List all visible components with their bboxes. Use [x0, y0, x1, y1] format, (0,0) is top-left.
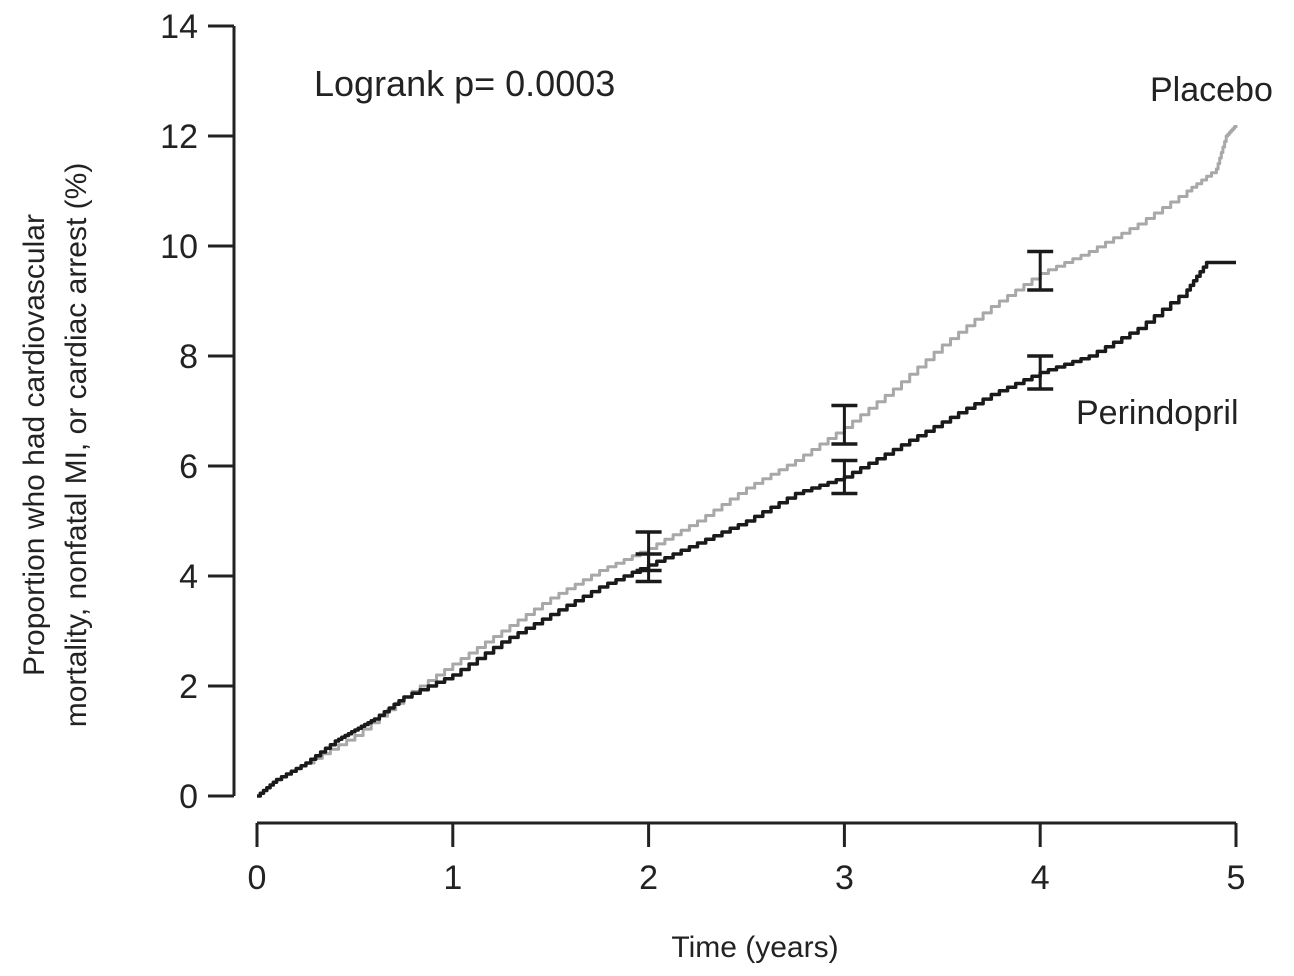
error-bar-perindopril: [831, 458, 858, 496]
plot-series: [257, 125, 1238, 798]
y-axis-title-line-2: mortality, nonfatal MI, or cardiac arres…: [60, 163, 93, 728]
x-axis-title: Time (years): [671, 931, 838, 964]
x-tick-label: 3: [835, 859, 854, 897]
error-bar-perindopril: [1027, 354, 1054, 391]
y-tick-label: 0: [179, 778, 198, 816]
y-tick-label: 10: [160, 228, 198, 266]
x-axis: 0 1 2 3 4 5: [248, 821, 1246, 897]
y-tick-label: 6: [179, 448, 198, 486]
y-tick-label: 12: [160, 118, 198, 156]
y-axis: 0 2 4 6 8 10 12 14: [160, 8, 236, 816]
series-label-placebo: Placebo: [1150, 71, 1273, 109]
series-label-perindopril: Perindopril: [1076, 394, 1239, 432]
logrank-annotation: Logrank p= 0.0003: [314, 63, 615, 104]
y-tick-label: 2: [179, 668, 198, 706]
series-line-perindopril: [257, 260, 1236, 798]
y-tick-label: 14: [160, 8, 198, 46]
x-tick-label: 5: [1227, 859, 1246, 897]
x-tick-label: 0: [248, 859, 267, 897]
error-bar-perindopril: [635, 552, 662, 584]
y-tick-label: 8: [179, 338, 198, 376]
x-tick-label: 2: [639, 859, 658, 897]
y-tick-label: 4: [179, 558, 198, 596]
error-bars: [635, 249, 1054, 584]
x-tick-label: 1: [443, 859, 462, 897]
error-bar-placebo: [831, 403, 858, 446]
y-axis-title-line-1: Proportion who had cardiovascular: [18, 214, 51, 676]
error-bar-placebo: [1027, 249, 1054, 292]
x-tick-label: 4: [1031, 859, 1050, 897]
